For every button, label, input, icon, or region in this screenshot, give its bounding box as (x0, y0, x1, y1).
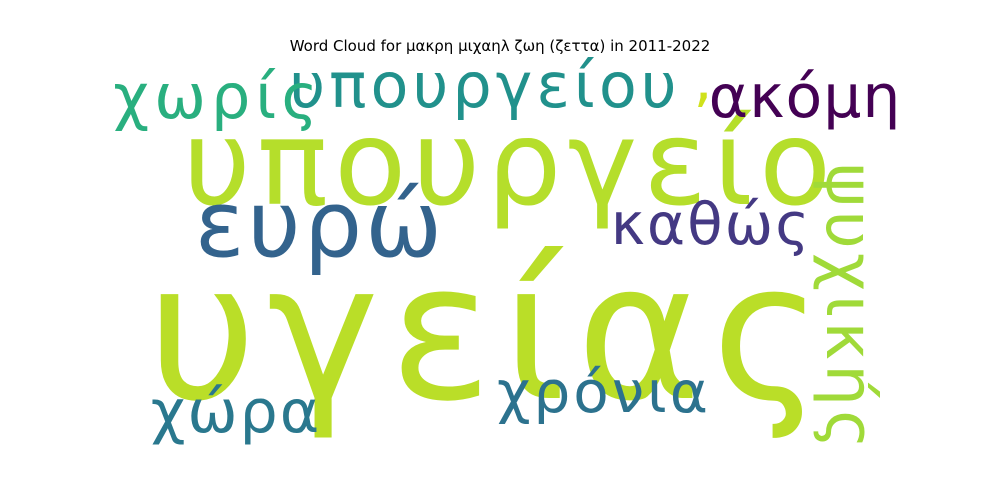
cloud-word-9: χρόνια (497, 358, 711, 426)
cloud-word-6: ψυχικής (811, 163, 888, 453)
cloud-word-5: χωρίς (113, 60, 322, 133)
cloud-word-10: χώρα (151, 377, 322, 447)
cloud-word-8: ακόμη (709, 62, 902, 132)
cloud-word-1: υγείας (147, 222, 833, 443)
cloud-word-4: υπουργείου (289, 49, 680, 122)
chart-title: Word Cloud for μακρη μιχαηλ ζωη (ζεττα) … (289, 37, 711, 55)
cloud-word-7: καθώς (611, 190, 812, 258)
cloud-word-2: υπουργείο (183, 94, 837, 232)
cloud-word-11: , (693, 45, 712, 115)
cloud-word-3: ευρώ (195, 171, 445, 278)
